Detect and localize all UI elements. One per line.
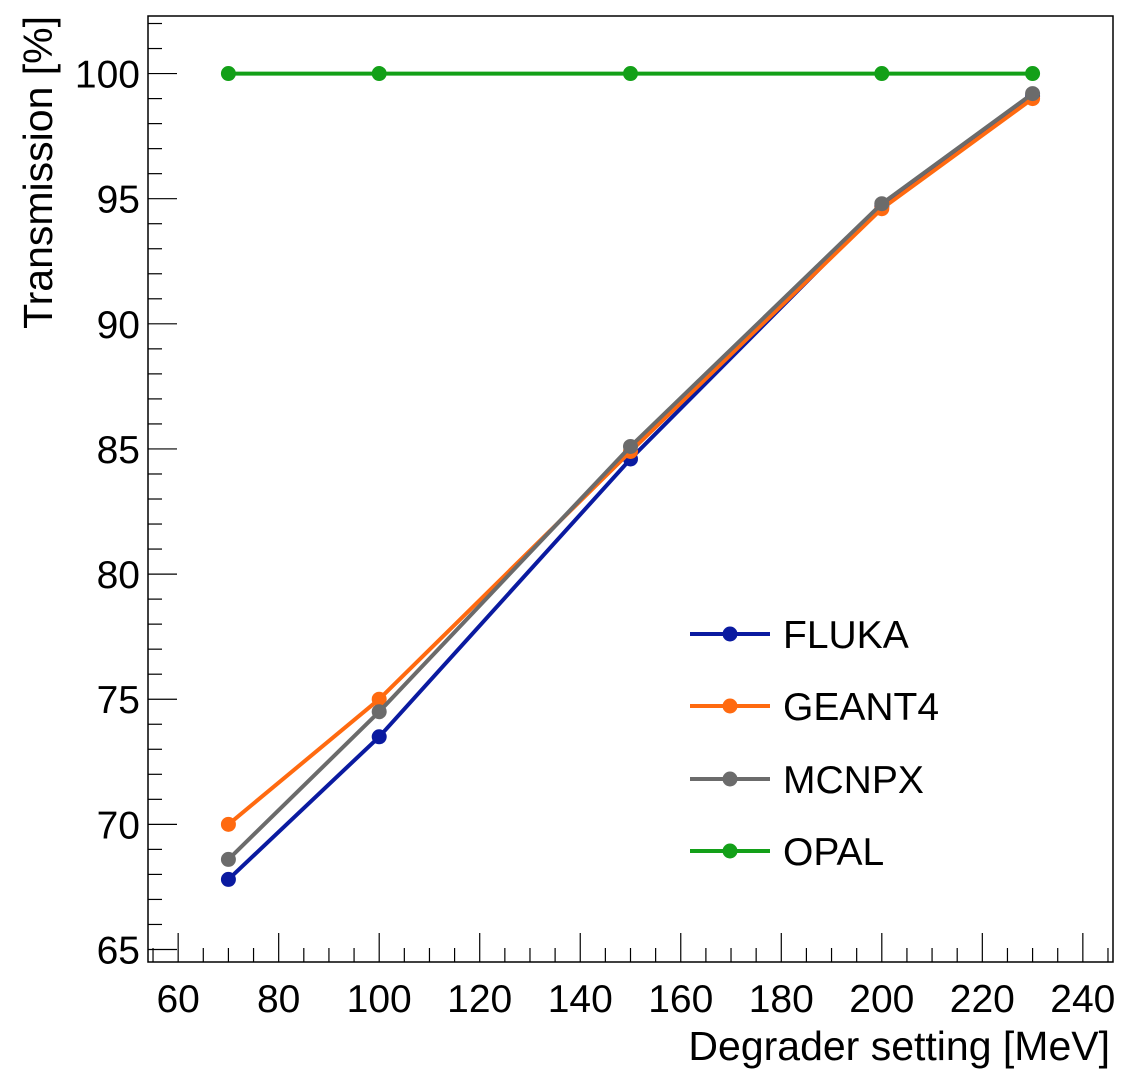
x-tick-label: 160 <box>648 978 713 1021</box>
y-tick-label: 100 <box>75 54 140 97</box>
x-axis-ticks: 60 80 100 120 140 160 180 200 220 240 <box>152 933 1115 1021</box>
x-tick-label: 120 <box>447 978 512 1021</box>
legend-label-geant4: GEANT4 <box>783 686 939 729</box>
data-point-opal <box>623 66 638 82</box>
y-tick-label: 90 <box>97 304 140 347</box>
data-point-opal <box>874 66 890 82</box>
y-tick-label: 75 <box>97 679 140 722</box>
data-point-mcnpx <box>220 851 236 867</box>
legend-marker-fluka <box>722 626 738 642</box>
data-point-geant4 <box>371 691 387 707</box>
data-point-fluka <box>220 871 236 887</box>
data-point-opal <box>371 66 387 82</box>
x-tick-label: 140 <box>548 978 613 1021</box>
legend-label-mcnpx: MCNPX <box>783 759 924 802</box>
y-tick-label: 95 <box>97 179 140 222</box>
legend-marker-geant4 <box>722 698 738 714</box>
legend-marker-opal <box>722 843 738 859</box>
x-tick-label: 80 <box>257 978 300 1021</box>
y-tick-label: 85 <box>97 429 140 472</box>
y-tick-label: 65 <box>97 929 140 972</box>
x-axis-label: Degrader setting [MeV] <box>688 1023 1110 1069</box>
data-point-geant4 <box>220 816 236 832</box>
x-tick-label: 60 <box>156 978 199 1021</box>
y-axis-ticks: 65 70 75 80 85 90 95 100 <box>75 22 177 972</box>
data-point-mcnpx <box>1025 86 1041 102</box>
x-tick-label: 240 <box>1050 978 1115 1021</box>
data-point-opal <box>1025 66 1041 82</box>
x-tick-label: 220 <box>950 978 1015 1021</box>
series-line-mcnpx <box>227 91 1034 861</box>
x-tick-label: 180 <box>749 978 814 1021</box>
series-layer <box>220 66 1041 887</box>
data-point-fluka <box>371 729 387 745</box>
legend-marker-mcnpx <box>722 771 738 787</box>
data-point-mcnpx <box>623 438 638 454</box>
data-point-mcnpx <box>874 196 890 212</box>
y-tick-label: 80 <box>97 554 140 597</box>
x-tick-label: 200 <box>849 978 914 1021</box>
data-point-opal <box>220 66 236 82</box>
legend-label-opal: OPAL <box>783 831 884 874</box>
y-tick-label: 70 <box>97 804 140 847</box>
data-point-mcnpx <box>371 704 387 720</box>
y-axis-label: Transmission [%] <box>15 16 61 329</box>
x-tick-label: 100 <box>347 978 412 1021</box>
legend: FLUKA GEANT4 MCNPX OPAL <box>690 614 939 874</box>
legend-label-fluka: FLUKA <box>783 614 909 657</box>
